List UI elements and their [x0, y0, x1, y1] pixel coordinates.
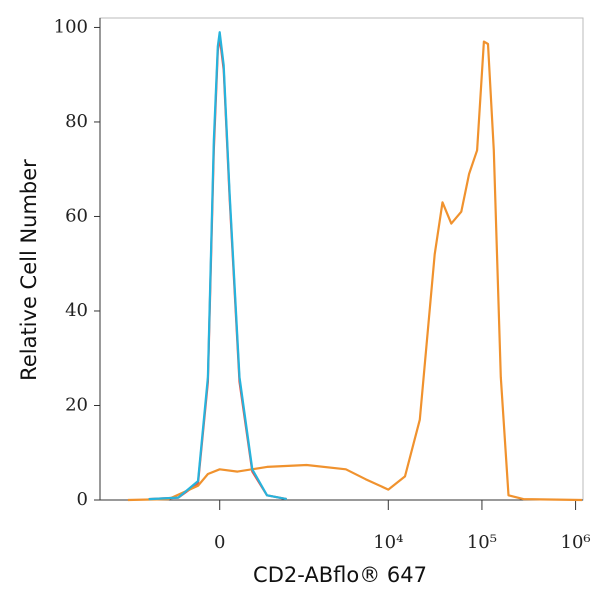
y-axis-label: Relative Cell Number [17, 159, 41, 381]
y-tick-label: 20 [65, 394, 88, 415]
x-tick-label: 10⁴ [373, 532, 403, 553]
y-tick-label: 40 [65, 300, 88, 321]
x-axis-label: CD2-ABflo® 647 [253, 563, 427, 587]
x-tick-label: 0 [214, 532, 225, 553]
series-line [127, 40, 583, 502]
y-tick-label: 0 [77, 489, 88, 510]
series-line [148, 31, 287, 501]
y-tick-label: 80 [65, 111, 88, 132]
y-tick-label: 100 [54, 16, 88, 37]
x-tick-label: 10⁶ [561, 532, 591, 553]
y-tick-label: 60 [65, 205, 88, 226]
x-tick-label: 10⁵ [467, 532, 497, 553]
plot-frame [99, 17, 584, 501]
series-line [148, 35, 287, 501]
